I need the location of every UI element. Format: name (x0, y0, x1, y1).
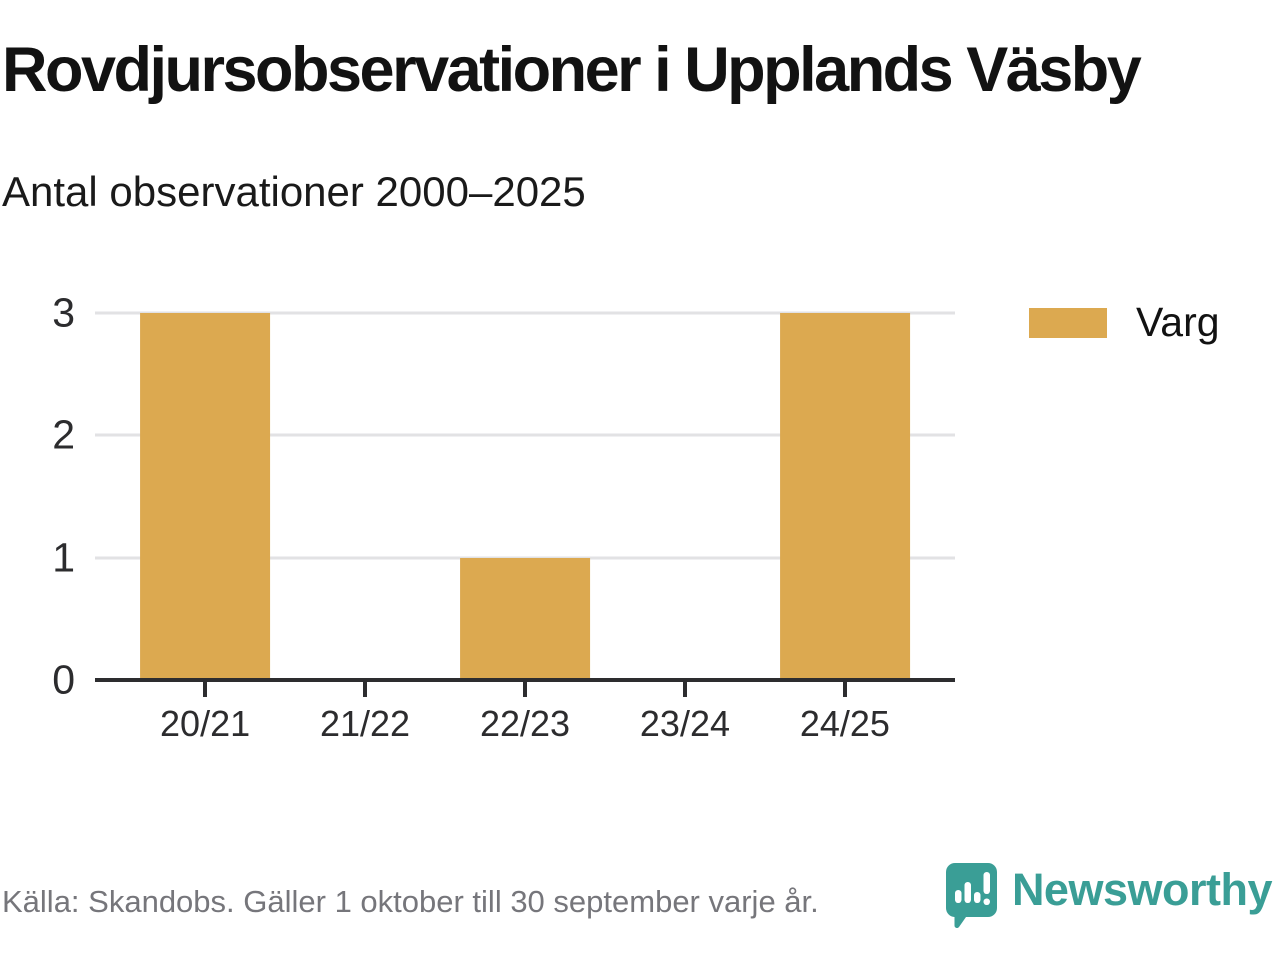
y-axis-label-2: 2 (52, 411, 75, 458)
newsworthy-logo: Newsworthy (945, 862, 1273, 928)
newsworthy-bubble-icon (945, 863, 997, 928)
gridline-2 (95, 433, 955, 437)
plot-area (95, 311, 955, 697)
x-axis-line (95, 678, 955, 682)
x-axis-label-20-21: 20/21 (160, 703, 251, 744)
x-axis-label-23-24: 23/24 (639, 703, 730, 744)
y-axis: 0 1 2 3 (20, 292, 75, 700)
x-axis: 20/21 21/22 22/23 23/24 24/25 (95, 703, 955, 751)
newsworthy-wordmark: Newsworthy (1011, 864, 1273, 915)
x-axis-label-24-25: 24/25 (799, 703, 890, 744)
x-tick-20-21 (203, 682, 208, 697)
source-note: Källa: Skandobs. Gäller 1 oktober till 3… (2, 884, 819, 919)
y-axis-label-0: 0 (52, 656, 75, 703)
x-axis-label-22-23: 22/23 (479, 703, 571, 744)
legend-swatch-varg (1029, 307, 1107, 338)
y-axis-label-1: 1 (52, 534, 75, 581)
x-tick-24-25 (842, 682, 847, 697)
x-tick-23-24 (682, 682, 687, 697)
legend-label-varg: Varg (1136, 299, 1220, 345)
chart-title: Rovdjursobservationer i Upplands Väsby (2, 35, 1142, 105)
legend: Varg (1029, 299, 1220, 346)
x-tick-21-22 (363, 682, 368, 697)
bar-24-25 (779, 313, 910, 680)
x-axis-label-21-22: 21/22 (319, 703, 411, 744)
bar-22-23 (460, 557, 590, 680)
y-axis-label-3: 3 (52, 289, 75, 336)
gridline-3 (95, 311, 955, 315)
chart-subtitle: Antal observationer 2000–2025 (2, 168, 586, 215)
x-tick-22-23 (523, 682, 527, 697)
bar-20-21 (140, 313, 271, 680)
